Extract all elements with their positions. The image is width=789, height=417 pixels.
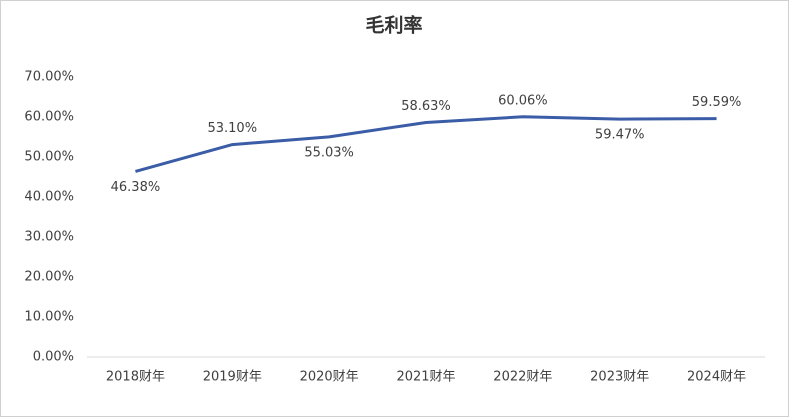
data-label: 53.10% [207, 121, 257, 136]
x-tick-label: 2019财年 [203, 370, 262, 385]
x-tick-label: 2023财年 [590, 370, 649, 385]
x-tick-label: 2020财年 [300, 370, 359, 385]
y-tick-label: 30.00% [24, 230, 74, 245]
x-tick-label: 2024财年 [687, 370, 746, 385]
x-tick-label: 2022财年 [493, 370, 552, 385]
y-tick-label: 40.00% [24, 190, 74, 205]
y-tick-label: 10.00% [24, 310, 74, 325]
x-tick-label: 2018财年 [106, 370, 165, 385]
data-label: 55.03% [304, 145, 354, 160]
y-tick-label: 20.00% [24, 270, 74, 285]
data-label: 46.38% [111, 180, 161, 195]
x-tick-label: 2021财年 [396, 370, 455, 385]
line [135, 115, 717, 173]
y-tick-label: 70.00% [24, 70, 74, 85]
data-label: 58.63% [401, 99, 451, 114]
y-tick-label: 50.00% [24, 150, 74, 165]
data-label: 59.47% [595, 128, 645, 143]
data-label: 59.59% [692, 95, 742, 110]
chart-title: 毛利率 [365, 14, 422, 37]
y-tick-label: 60.00% [24, 110, 74, 125]
y-tick-label: 0.00% [33, 350, 74, 365]
data-label: 60.06% [498, 93, 548, 108]
